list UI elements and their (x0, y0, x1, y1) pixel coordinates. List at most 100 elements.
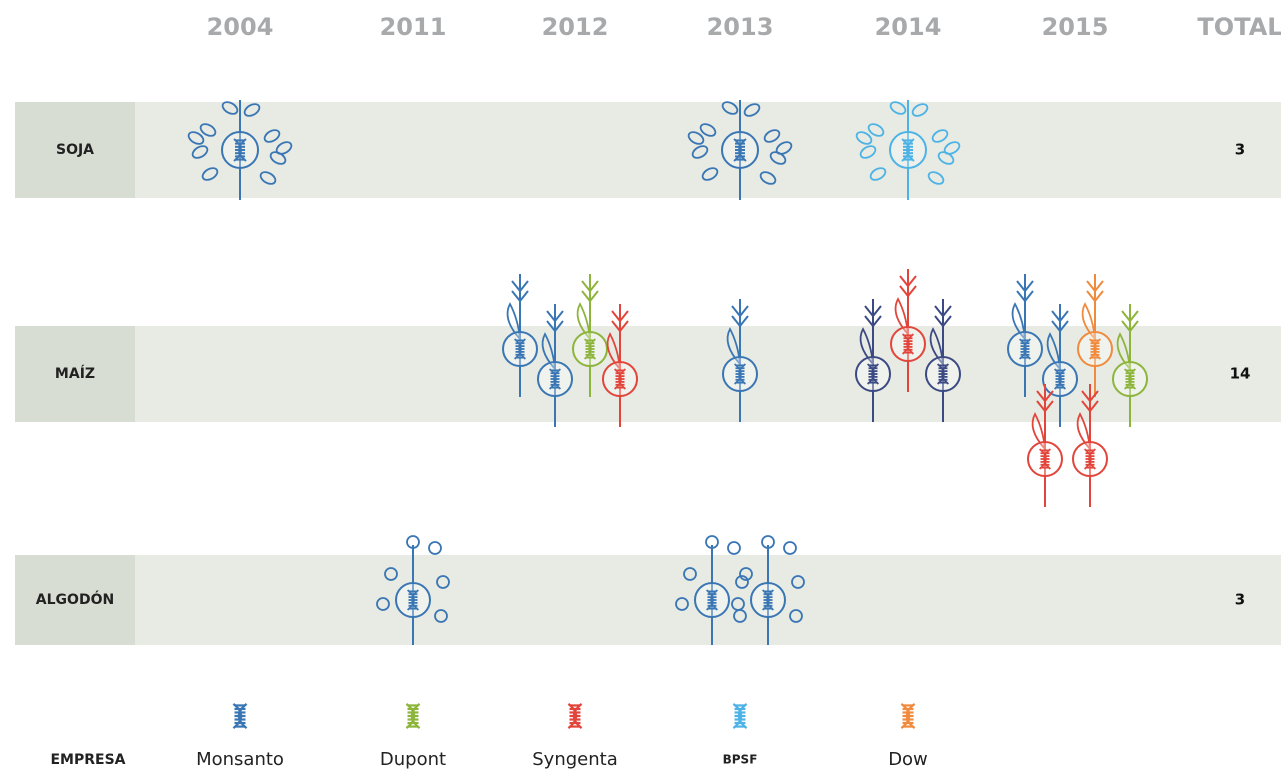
leaf (506, 302, 521, 340)
row-total: 3 (1235, 591, 1245, 609)
dna-strand (567, 703, 583, 729)
plant-icon (1072, 384, 1108, 507)
boll (739, 567, 753, 581)
plant-icon (187, 100, 293, 200)
year-header: 2012 (542, 13, 609, 41)
leaf (743, 103, 761, 117)
dna-strand (1039, 448, 1051, 470)
tassel (1016, 280, 1034, 303)
dna-strand (614, 368, 626, 390)
dna-strand (937, 363, 949, 385)
boll (727, 541, 741, 555)
tassel (1121, 310, 1139, 333)
leaf (721, 101, 739, 115)
leaf (199, 123, 217, 137)
dna-strand (733, 138, 747, 162)
leaf (221, 101, 239, 115)
leaf (1076, 412, 1091, 450)
leaf (1081, 302, 1096, 340)
leaf (191, 145, 209, 159)
plant-icon (602, 304, 638, 427)
row-label: SOJA (56, 142, 94, 158)
tassel (899, 275, 917, 298)
leaf (943, 141, 961, 155)
leaf (187, 131, 205, 145)
leaf (606, 332, 621, 370)
boll (406, 535, 420, 549)
row-band (15, 555, 1281, 645)
dna-strand (514, 338, 526, 360)
leaf (259, 171, 277, 185)
leaf (691, 145, 709, 159)
dna-strand (1054, 368, 1066, 390)
legend-icon (405, 703, 421, 729)
leaf (701, 167, 719, 181)
row-band (15, 102, 1281, 198)
boll (675, 597, 689, 611)
tassel (611, 310, 629, 333)
boll (384, 567, 398, 581)
row-band (15, 326, 1281, 422)
boll (731, 597, 745, 611)
dna-strand (1084, 448, 1096, 470)
boll (761, 535, 775, 549)
plant-icon (731, 535, 805, 645)
leaf (1031, 412, 1046, 450)
leaf (1046, 332, 1061, 370)
dna-strand (902, 333, 914, 355)
legend-label: BPSF (723, 753, 758, 767)
year-header: 2013 (707, 13, 774, 41)
leaf (867, 123, 885, 137)
leaf (931, 129, 949, 143)
row-label-band (15, 326, 135, 422)
row-label: ALGODÓN (36, 590, 114, 608)
leaf (687, 131, 705, 145)
leaf (855, 131, 873, 145)
boll (436, 575, 450, 589)
year-header: 2011 (380, 13, 447, 41)
plant-icon (1027, 384, 1063, 507)
plant-icon (1042, 304, 1078, 427)
boll (735, 575, 749, 589)
boll (434, 609, 448, 623)
dna-strand (549, 368, 561, 390)
tassel (864, 305, 882, 328)
boll (783, 541, 797, 555)
plant-icon (722, 299, 758, 422)
leaf (763, 129, 781, 143)
plant-icon (1077, 274, 1113, 397)
boll (789, 609, 803, 623)
dna-strand (405, 703, 421, 729)
total-header: TOTAL (1197, 13, 1281, 41)
dna-strand (1019, 338, 1031, 360)
dna-strand (762, 589, 774, 611)
leaf (275, 141, 293, 155)
leaf (1116, 332, 1131, 370)
leaf (859, 327, 874, 365)
leaf (243, 103, 261, 117)
leaf (889, 101, 907, 115)
dna-strand (232, 703, 248, 729)
leaf (775, 141, 793, 155)
dna-strand (901, 138, 915, 162)
plant-icon (855, 100, 961, 200)
boll (428, 541, 442, 555)
tassel (1086, 280, 1104, 303)
legend-label: Syngenta (532, 749, 617, 769)
legend-icon (232, 703, 248, 729)
plant-icon (376, 535, 450, 645)
row-total: 14 (1230, 365, 1251, 383)
dna-strand (900, 703, 916, 729)
legend-title: EMPRESA (50, 752, 125, 768)
row-label-band (15, 102, 135, 198)
dna-strand (732, 703, 748, 729)
row-label-band (15, 555, 135, 645)
dna-strand (867, 363, 879, 385)
boll (376, 597, 390, 611)
row-total: 3 (1235, 141, 1245, 159)
leaf (201, 167, 219, 181)
plant-icon (890, 269, 926, 392)
tassel (546, 310, 564, 333)
leaf (1011, 302, 1026, 340)
